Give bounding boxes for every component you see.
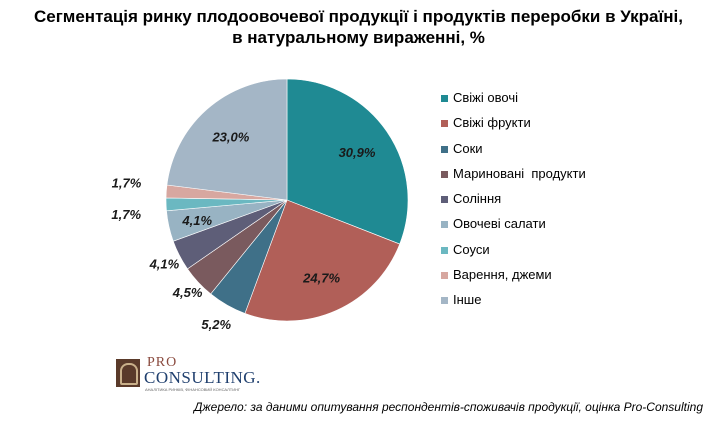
pie-slice-2 [244, 199, 401, 322]
legend-label: Соуси [453, 241, 490, 257]
slice-value-label-3: 5,2% [201, 317, 231, 332]
legend-swatch-icon [441, 196, 448, 204]
legend-label: Інше [453, 292, 482, 308]
pro-consulting-logo: PRO CONSULTING. АНАЛІТИКА РИНКІВ, ФІНАНС… [116, 355, 266, 392]
legend-swatch-icon [441, 95, 448, 102]
legend-label: Мариновані продукти [453, 165, 586, 181]
slice-value-label-2: 24,7% [302, 270, 340, 285]
legend-label: Овочеві салати [453, 216, 546, 232]
chart-title: Сегментація ринку плодоовочевої продукці… [0, 6, 717, 48]
legend-swatch-icon [441, 272, 448, 280]
pie-slice-9 [166, 78, 288, 201]
chart-title-line2: в натуральному вираженні, % [232, 28, 485, 47]
legend-label: Свіжі овочі [453, 90, 518, 105]
slice-value-label-7: 1,7% [111, 207, 141, 222]
slice-value-label-9: 23,0% [211, 130, 249, 145]
legend-swatch-icon [441, 120, 448, 128]
slice-value-label-6: 4,1% [181, 213, 212, 228]
slice-value-label-5: 4,1% [149, 256, 180, 271]
pie-slice-1 [286, 78, 409, 245]
legend-label: Варення, джеми [453, 267, 552, 283]
legend-label: Соління [453, 191, 502, 207]
legend-swatch-icon [441, 297, 448, 305]
logo-tagline: АНАЛІТИКА РИНКІВ, ФІНАНСОВИЙ КОНСАЛТИНГ [145, 387, 241, 392]
legend-swatch-icon [441, 170, 448, 178]
logo-consulting-text: CONSULTING. [144, 368, 261, 387]
legend-label: Свіжі фрукти [453, 115, 531, 131]
legend-swatch-icon [441, 221, 448, 229]
legend-swatch-icon [441, 145, 448, 153]
logo-pro-text: PRO [147, 355, 178, 370]
source-note: Джерело: за даними опитування респондент… [193, 400, 703, 414]
legend-swatch-icon [441, 246, 448, 254]
slice-value-label-1: 30,9% [339, 145, 376, 160]
logo-emblem-icon [116, 359, 140, 387]
slice-value-label-4: 4,5% [172, 285, 203, 300]
chart-title-line1: Сегментація ринку плодоовочевої продукці… [33, 7, 684, 26]
legend-label: Соки [453, 140, 483, 156]
slice-value-label-8: 1,7% [112, 176, 142, 191]
